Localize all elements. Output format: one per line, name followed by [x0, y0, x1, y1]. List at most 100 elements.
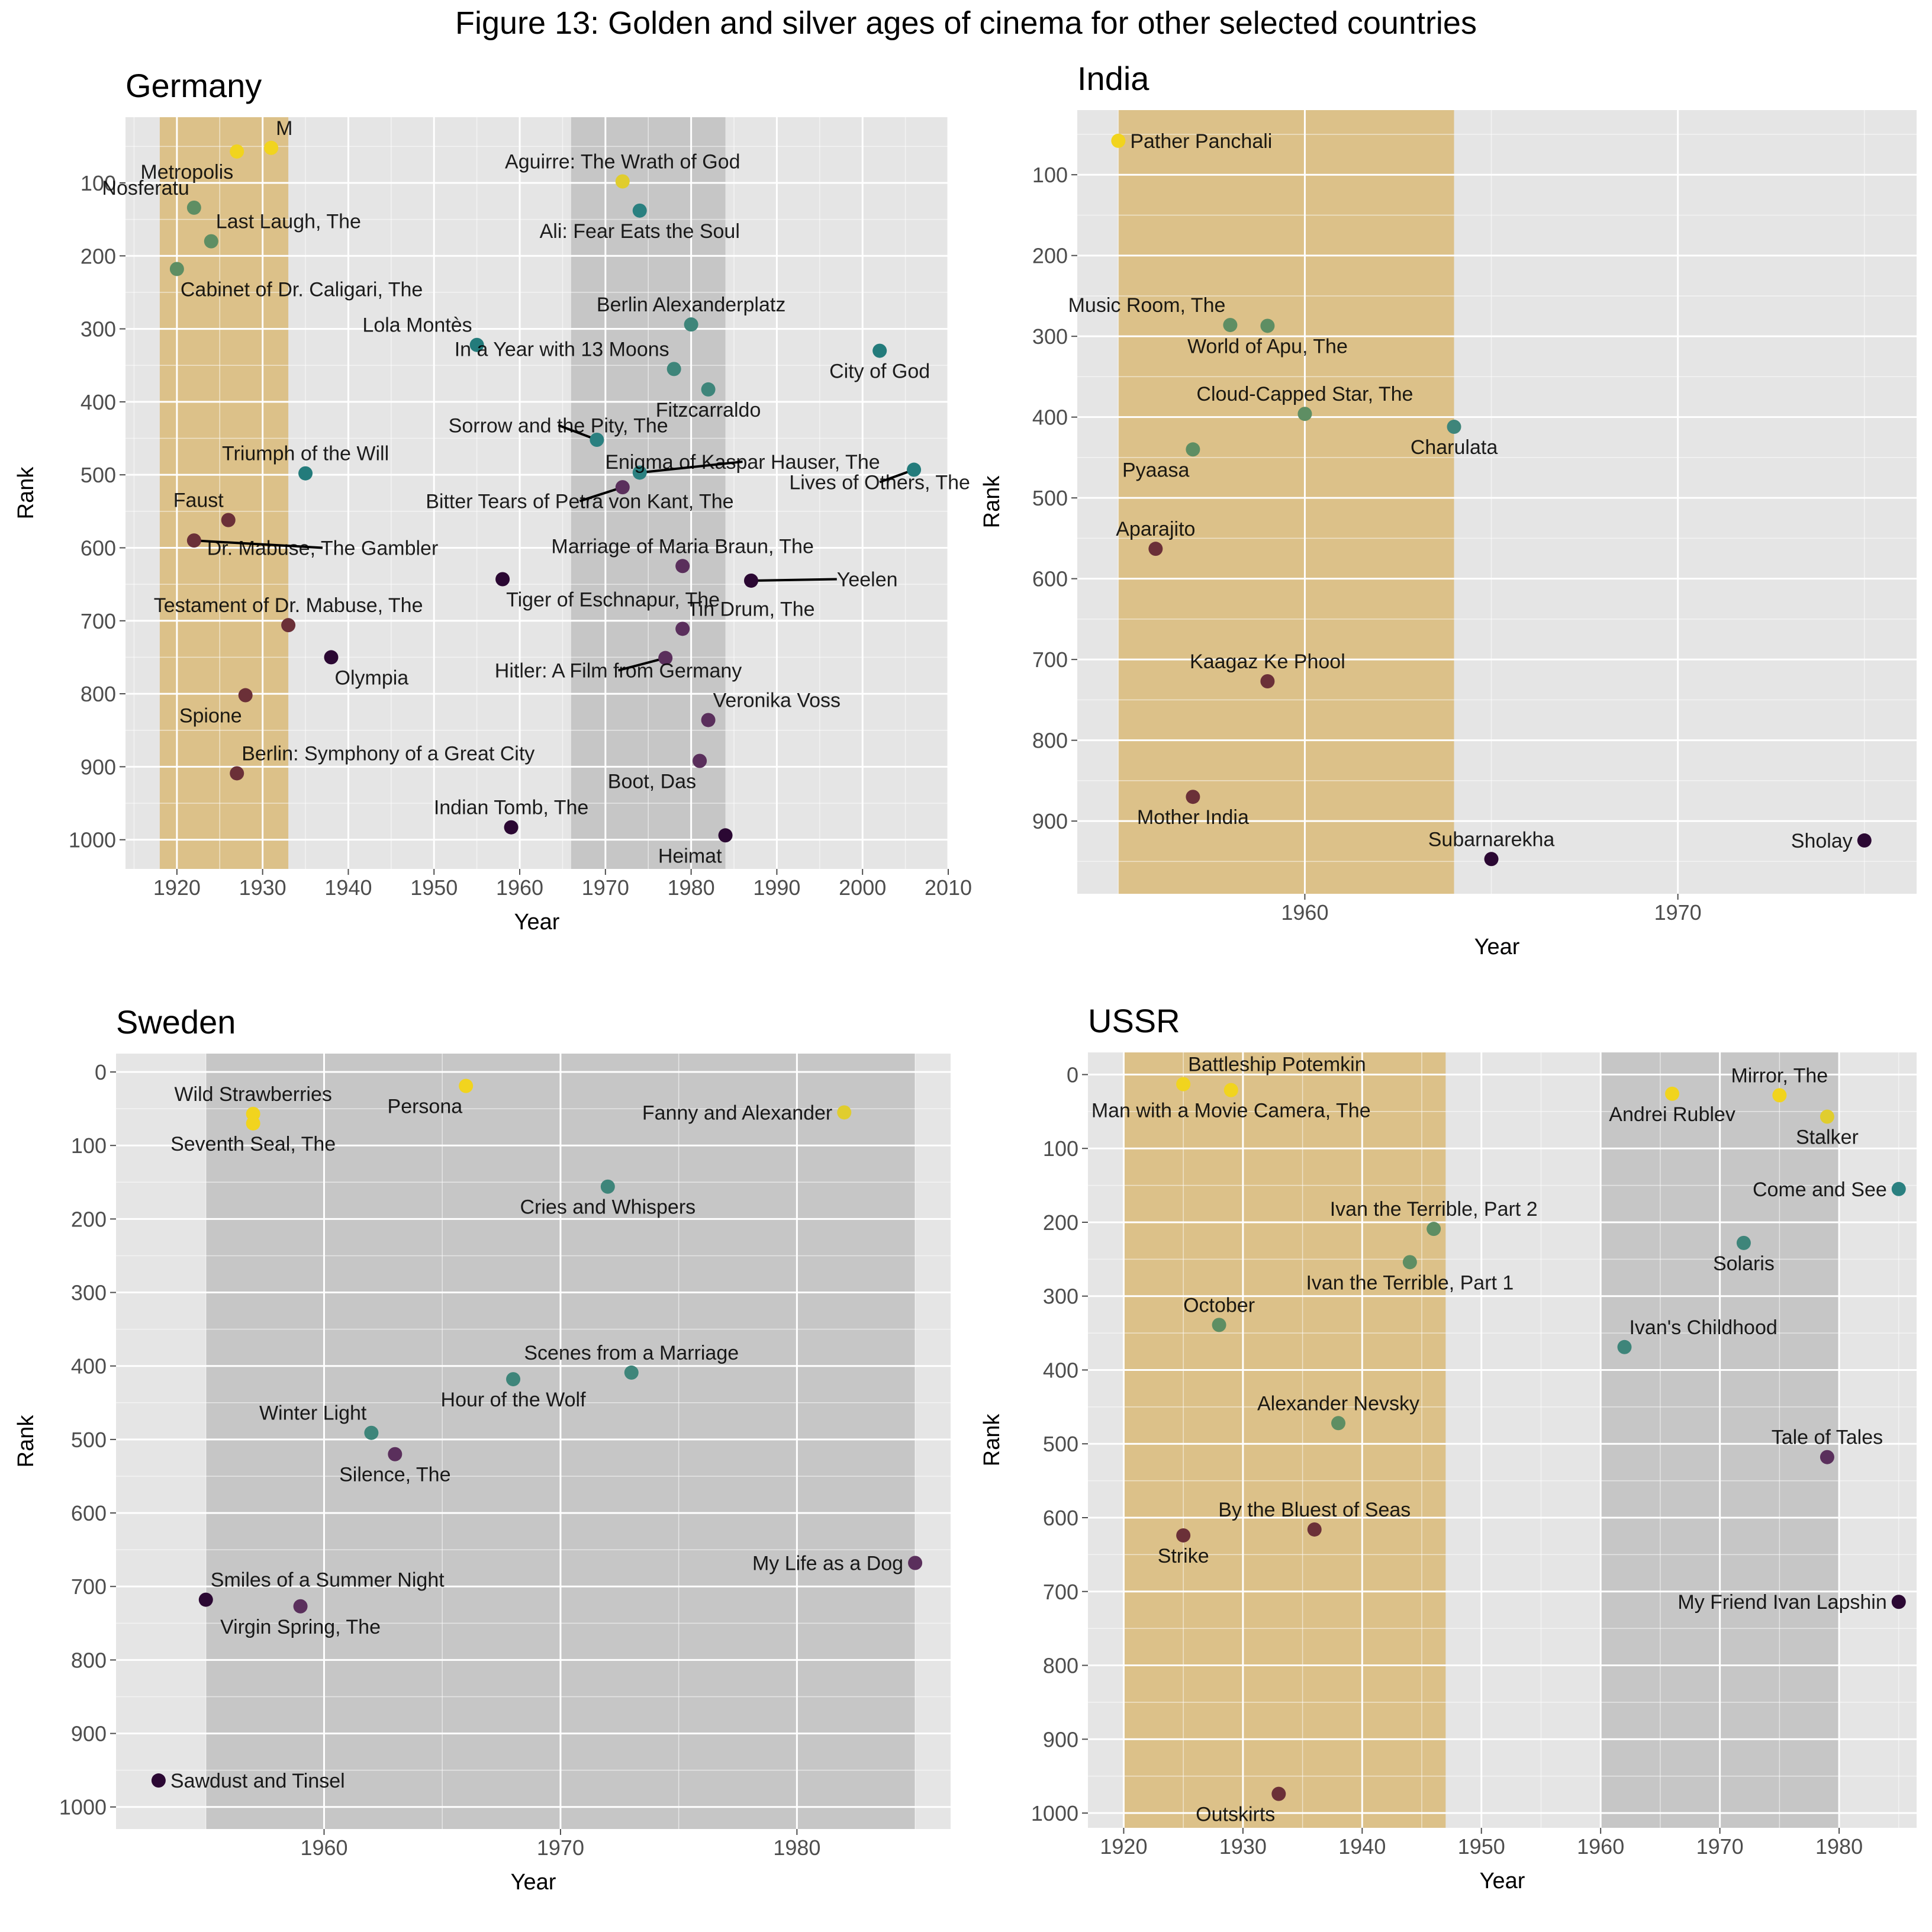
- ussr-film-label: October: [1183, 1294, 1255, 1316]
- germany-x-tick-label: 1930: [239, 875, 286, 900]
- india-film-label: World of Apu, The: [1187, 335, 1348, 358]
- ussr-y-tick-label: 0: [1067, 1062, 1078, 1087]
- india-film-point: [1484, 852, 1499, 867]
- india-film-label: Music Room, The: [1068, 294, 1226, 317]
- sweden-film-point: [506, 1372, 521, 1387]
- germany-film-point: [615, 480, 630, 495]
- germany-film-label: Olympia: [335, 666, 409, 689]
- india-panel: India 1960 1970 100 200 300 400 500 600 700 800 900…: [980, 60, 1917, 959]
- india-film-label: Charulata: [1411, 436, 1498, 459]
- germany-film-point: [666, 362, 681, 376]
- germany-film-point: [169, 262, 184, 276]
- ussr-film-point: [1307, 1522, 1322, 1537]
- sweden-y-tick-label: 800: [71, 1648, 107, 1672]
- germany-film-point: [230, 766, 244, 781]
- germany-film-point: [504, 820, 519, 835]
- germany-film-label: Cabinet of Dr. Caligari, The: [181, 278, 423, 301]
- germany-x-tick-label: 1980: [668, 875, 715, 900]
- germany-film-label: Boot, Das: [608, 771, 696, 793]
- germany-y-tick-label: 500: [80, 463, 116, 487]
- germany-film-point: [281, 618, 296, 633]
- germany-film-point: [186, 533, 201, 548]
- sweden-y-tick-label: 500: [71, 1428, 107, 1452]
- germany-panel-title: Germany: [125, 67, 262, 104]
- sweden-y-tick-label: 200: [71, 1207, 107, 1231]
- ussr-x-axis-label: Year: [1480, 1869, 1525, 1894]
- germany-film-label: Bitter Tears of Petra von Kant, The: [426, 491, 733, 513]
- germany-film-label: Last Laugh, The: [216, 211, 361, 233]
- sweden-film-label: Smiles of a Summer Night: [211, 1569, 445, 1592]
- sweden-film-label: Hour of the Wolf: [441, 1389, 587, 1411]
- sweden-film-label: Sawdust and Tinsel: [170, 1770, 345, 1792]
- germany-panel: Germany 1920 1930 1940 1950 1960 1970 1980 1990 2…: [14, 67, 972, 935]
- india-y-tick-label: 500: [1032, 486, 1068, 510]
- sweden-film-point: [600, 1179, 615, 1194]
- germany-film-point: [743, 573, 758, 588]
- germany-film-label: Yeelen: [837, 568, 898, 591]
- germany-film-point: [221, 513, 236, 527]
- germany-film-point: [204, 234, 218, 249]
- ussr-film-point: [1176, 1077, 1191, 1091]
- sweden-film-point: [364, 1425, 379, 1440]
- ussr-film-label: My Friend Ivan Lapshin: [1677, 1591, 1886, 1614]
- ussr-film-label: Outskirts: [1196, 1804, 1275, 1826]
- india-y-tick-label: 900: [1032, 809, 1068, 833]
- ussr-film-label: Stalker: [1796, 1126, 1859, 1149]
- india-film-label: Subarnarekha: [1428, 828, 1555, 851]
- ussr-x-tick-label: 1970: [1696, 1834, 1744, 1859]
- germany-film-point: [701, 382, 716, 397]
- ussr-y-tick-label: 600: [1043, 1506, 1078, 1530]
- germany-film-label: Indian Tomb, The: [434, 797, 588, 819]
- ussr-film-label: Man with a Movie Camera, The: [1091, 1100, 1371, 1122]
- india-film-point: [1111, 133, 1126, 148]
- germany-film-label: Nosferatu: [102, 177, 189, 199]
- ussr-film-point: [1736, 1235, 1751, 1250]
- sweden-film-label: Seventh Seal, The: [170, 1133, 336, 1155]
- india-panel-title: India: [1077, 60, 1149, 97]
- germany-y-tick-label: 800: [80, 682, 116, 706]
- sweden-y-tick-label: 1000: [59, 1795, 107, 1820]
- ussr-film-label: Solaris: [1713, 1252, 1775, 1275]
- ussr-y-tick-label: 400: [1043, 1358, 1078, 1382]
- ussr-x-tick-label: 1930: [1219, 1834, 1267, 1859]
- india-film-point: [1857, 833, 1872, 848]
- germany-film-point: [230, 144, 244, 159]
- ussr-x-tick-label: 1980: [1815, 1834, 1863, 1859]
- india-film-label: Sholay: [1791, 830, 1853, 852]
- germany-film-label: Enigma of Kaspar Hauser, The: [605, 451, 880, 474]
- germany-label-leader-line: [751, 578, 837, 582]
- germany-film-label: Lives of Others, The: [789, 472, 970, 494]
- germany-film-label: Spione: [179, 705, 242, 727]
- germany-golden-age-band: [159, 117, 289, 869]
- ussr-film-label: Ivan the Terrible, Part 1: [1306, 1271, 1514, 1294]
- sweden-film-point: [459, 1078, 474, 1093]
- ussr-film-point: [1402, 1255, 1417, 1270]
- germany-film-label: Ali: Fear Eats the Soul: [540, 220, 740, 243]
- india-y-tick-label: 300: [1032, 324, 1068, 349]
- germany-film-label: Fitzcarraldo: [656, 399, 761, 421]
- sweden-film-label: Wild Strawberries: [174, 1083, 331, 1106]
- germany-y-tick-label: 900: [80, 755, 116, 779]
- germany-x-tick-label: 2010: [925, 875, 972, 900]
- sweden-film-label: My Life as a Dog: [752, 1553, 903, 1575]
- germany-film-label: Dr. Mabuse, The Gambler: [207, 537, 439, 559]
- sweden-film-point: [246, 1116, 260, 1131]
- ussr-x-tick-label: 1950: [1458, 1834, 1505, 1859]
- sweden-x-tick-label: 1970: [537, 1836, 584, 1860]
- germany-film-point: [907, 462, 922, 477]
- india-y-axis-label: Rank: [980, 475, 1004, 529]
- india-film-label: Pather Panchali: [1130, 130, 1272, 153]
- sweden-film-point: [624, 1365, 639, 1380]
- germany-x-tick-label: 1920: [153, 875, 201, 900]
- ussr-film-point: [1617, 1339, 1632, 1354]
- germany-film-point: [615, 174, 630, 189]
- ussr-y-tick-label: 800: [1043, 1654, 1078, 1678]
- ussr-film-label: Andrei Rublev: [1609, 1103, 1735, 1126]
- ussr-y-tick-label: 900: [1043, 1727, 1078, 1751]
- germany-y-tick-label: 300: [80, 317, 116, 342]
- ussr-y-axis-label: Rank: [980, 1413, 1004, 1467]
- germany-film-point: [701, 713, 716, 727]
- sweden-film-label: Silence, The: [339, 1464, 450, 1486]
- sweden-panel: Sweden 1960 1970 1980 0 100 200 300 400 500 600 700…: [14, 1003, 951, 1895]
- sweden-film-point: [198, 1592, 213, 1607]
